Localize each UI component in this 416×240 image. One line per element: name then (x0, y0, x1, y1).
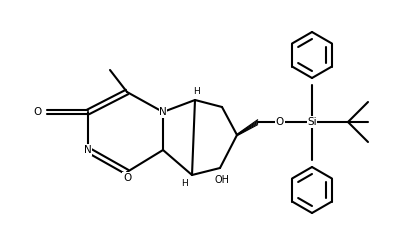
Text: N: N (159, 107, 167, 117)
Text: H: H (182, 180, 188, 188)
Text: H: H (193, 88, 201, 96)
Text: O: O (276, 117, 284, 127)
Text: O: O (34, 107, 42, 117)
Text: OH: OH (215, 175, 230, 185)
Text: O: O (123, 173, 131, 183)
Text: Si: Si (307, 117, 317, 127)
Text: N: N (84, 145, 92, 155)
